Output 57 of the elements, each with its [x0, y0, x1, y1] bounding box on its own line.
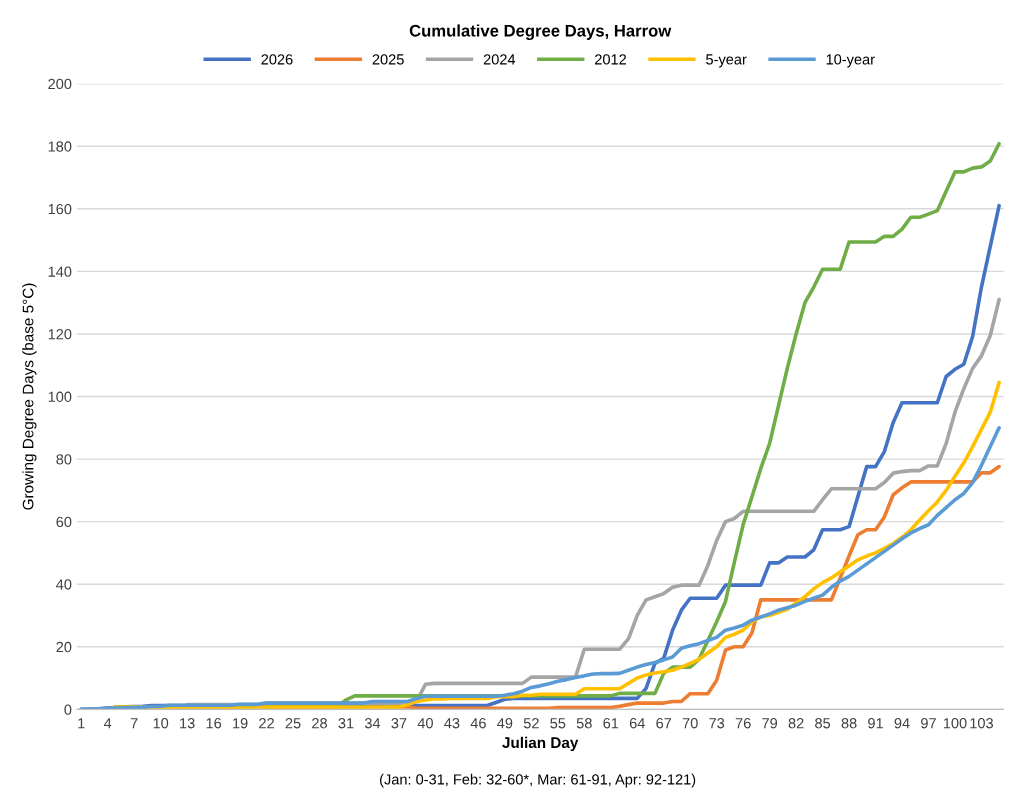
x-tick-label: 55 [550, 718, 566, 729]
x-tick-label: 52 [523, 718, 539, 729]
x-tick-label: 85 [815, 718, 831, 729]
x-tick-label: 97 [921, 718, 936, 729]
y-axis-title: Growing Degree Days (base 5°C) [22, 283, 37, 510]
x-tick-label: 49 [497, 718, 513, 729]
y-tick-label: 120 [48, 329, 72, 340]
legend-label: 10-year [826, 54, 875, 68]
x-tick-label: 4 [103, 718, 112, 729]
legend-label: 2025 [372, 54, 404, 65]
y-tick-label: 180 [48, 141, 72, 152]
x-tick-label: 46 [470, 718, 486, 729]
x-tick-label: 100 [943, 718, 967, 729]
y-tick-label: 140 [48, 266, 72, 277]
x-tick-label: 10 [153, 718, 169, 729]
x-tick-label: 13 [180, 718, 195, 729]
legend-label: 5-year [706, 54, 747, 68]
y-tick-label: 80 [56, 454, 72, 465]
x-tick-label: 88 [841, 718, 857, 729]
text: (Jan: 0-31, Feb: 32-60*, Mar: 61-91, Apr: 92-121) [380, 773, 696, 788]
x-tick-label: 43 [444, 718, 460, 729]
x-tick-label: 7 [130, 718, 138, 729]
x-tick-label: 25 [285, 718, 301, 729]
x-tick-label: 82 [788, 718, 804, 729]
x-tick-label: 58 [576, 718, 592, 729]
x-tick-label: 79 [762, 718, 778, 729]
legend-label: 2026 [261, 54, 293, 65]
x-tick-label: 19 [233, 718, 248, 729]
x-tick-label: 28 [312, 718, 327, 729]
x-tick-label: 22 [259, 718, 274, 729]
x-axis-title: Julian Day [502, 736, 579, 752]
x-tick-label: 64 [629, 718, 645, 729]
line-series [79, 425, 1001, 710]
legend-label: 2012 [595, 54, 626, 65]
x-tick-label: 94 [894, 718, 910, 729]
x-tick-label: 61 [603, 718, 619, 729]
x-tick-label: 73 [709, 718, 725, 729]
x-tick-label: 37 [391, 718, 407, 729]
x-tick-label: 16 [206, 718, 222, 729]
x-tick-label: 103 [970, 718, 993, 729]
x-tick-label: 31 [338, 718, 354, 729]
x-tick-label: 67 [656, 718, 672, 729]
y-tick-label: 60 [56, 516, 72, 528]
x-tick-label: 34 [364, 718, 381, 729]
y-tick-label: 40 [56, 579, 72, 590]
x-tick-label: 40 [417, 718, 433, 729]
x-tick-label: 91 [868, 718, 883, 729]
y-tick-label: 100 [48, 391, 72, 402]
y-tick-label: 0 [64, 704, 72, 715]
chart-title: Cumulative Degree Days, Harrow [409, 24, 672, 40]
legend-label: 2024 [483, 54, 516, 65]
x-tick-label: 76 [735, 718, 751, 729]
y-tick-label: 200 [48, 78, 72, 90]
x-tick-label: 70 [682, 718, 698, 729]
x-tick-label: 1 [78, 718, 85, 729]
y-tick-label: 20 [56, 641, 72, 653]
y-tick-label: 160 [48, 203, 72, 215]
